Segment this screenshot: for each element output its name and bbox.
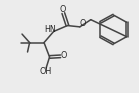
- Text: O: O: [79, 20, 85, 28]
- Text: OH: OH: [40, 67, 52, 76]
- Text: O: O: [61, 51, 67, 60]
- Text: HN: HN: [44, 25, 56, 34]
- Text: O: O: [59, 5, 66, 14]
